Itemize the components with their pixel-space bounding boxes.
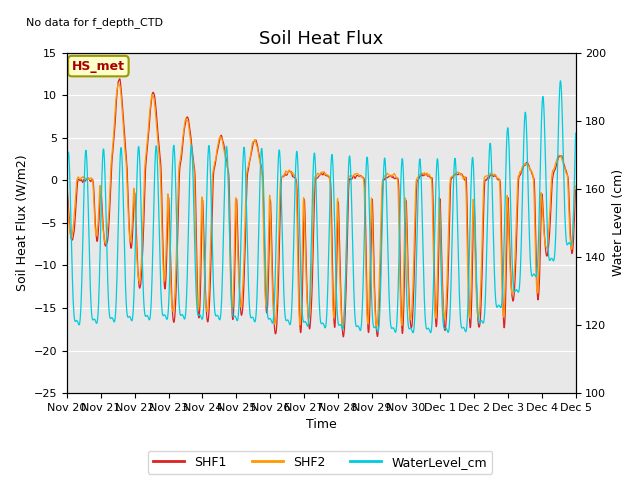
Legend: SHF1, SHF2, WaterLevel_cm: SHF1, SHF2, WaterLevel_cm <box>148 451 492 474</box>
X-axis label: Time: Time <box>306 419 337 432</box>
Text: HS_met: HS_met <box>72 60 125 72</box>
Text: No data for f_depth_CTD: No data for f_depth_CTD <box>26 17 163 28</box>
Title: Soil Heat Flux: Soil Heat Flux <box>259 30 383 48</box>
Y-axis label: Soil Heat Flux (W/m2): Soil Heat Flux (W/m2) <box>15 155 28 291</box>
Y-axis label: Water Level (cm): Water Level (cm) <box>612 169 625 276</box>
